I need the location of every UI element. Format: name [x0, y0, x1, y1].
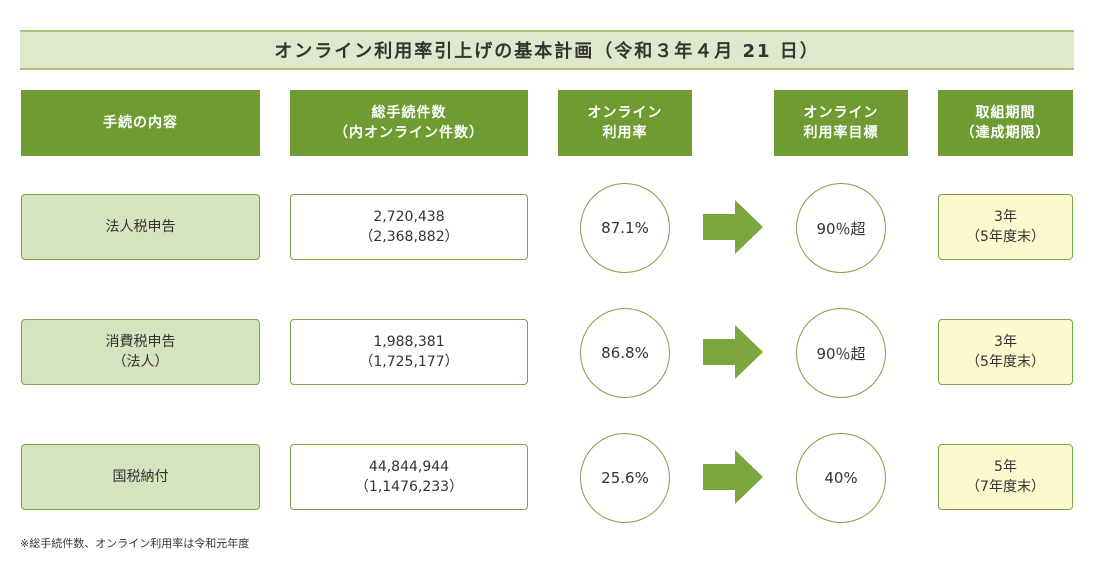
row-3-period-years: 5年 [994, 459, 1017, 475]
header-procedure-line-1: 手続の内容 [103, 115, 178, 131]
row-3-procedure-line-1: 国税納付 [112, 469, 169, 485]
row-3-rate: 25.6% [580, 433, 670, 523]
row-3-arrow-right-icon [703, 450, 763, 504]
row-2-count-online: （1,725,177） [359, 354, 459, 370]
header-procedure: 手続の内容 [21, 90, 260, 156]
row-3-procedure: 国税納付 [21, 444, 260, 510]
header-count-line-1: 総手続件数 [371, 105, 447, 121]
row-2-rate-value: 86.8% [601, 344, 649, 362]
row-2-period-years: 3年 [994, 334, 1017, 350]
header-target-line-1: オンライン [803, 105, 879, 121]
row-1-target-value: 90％超 [816, 219, 866, 238]
row-3-count-online: （1,1476,233） [354, 479, 464, 495]
row-1-period-years: 3年 [994, 209, 1017, 225]
header-target-line-2: 利用率目標 [803, 125, 879, 141]
row-2-target-value: 90％超 [816, 344, 866, 363]
row-3-count-total: 44,844,944 [368, 459, 450, 475]
row-1-count-total: 2,720,438 [373, 209, 445, 225]
row-1-procedure-line-1: 法人税申告 [105, 219, 176, 235]
row-2-count-total: 1,988,381 [373, 334, 445, 350]
row-2-count: 1,988,381 （1,725,177） [290, 319, 528, 385]
row-3-target: 40% [796, 433, 886, 523]
row-1-rate: 87.1% [580, 183, 670, 273]
row-3-target-value: 40% [824, 469, 858, 487]
header-target: オンライン 利用率目標 [774, 90, 908, 156]
row-3-period-deadline: （7年度末） [966, 479, 1045, 495]
row-1-period: 3年 （5年度末） [938, 194, 1073, 260]
row-2-period: 3年 （5年度末） [938, 319, 1073, 385]
page-title: オンライン利用率引上げの基本計画（令和３年４月 21 日） [20, 30, 1074, 70]
row-1-count-online: （2,368,882） [359, 229, 459, 245]
row-1-period-deadline: （5年度末） [966, 229, 1045, 245]
header-period-line-2: （達成期限） [960, 125, 1051, 141]
row-1-target: 90％超 [796, 183, 886, 273]
footnote: ※総手続件数、オンライン利用率は令和元年度 [20, 537, 250, 550]
row-3-rate-value: 25.6% [601, 469, 649, 487]
row-2-period-deadline: （5年度末） [966, 354, 1045, 370]
header-count: 総手続件数 （内オンライン件数） [290, 90, 528, 156]
row-1-count: 2,720,438 （2,368,882） [290, 194, 528, 260]
row-2-arrow-right-icon [703, 325, 763, 379]
header-period-line-1: 取組期間 [975, 105, 1036, 121]
row-2-rate: 86.8% [580, 308, 670, 398]
header-period: 取組期間 （達成期限） [938, 90, 1073, 156]
row-2-procedure-line-1: 消費税申告 [105, 334, 176, 350]
row-3-count: 44,844,944 （1,1476,233） [290, 444, 528, 510]
row-2-target: 90％超 [796, 308, 886, 398]
row-2-procedure: 消費税申告 （法人） [21, 319, 260, 385]
row-1-procedure: 法人税申告 [21, 194, 260, 260]
row-2-procedure-line-2: （法人） [112, 354, 169, 370]
header-rate: オンライン 利用率 [558, 90, 692, 156]
header-rate-line-2: 利用率 [602, 125, 648, 141]
row-3-period: 5年 （7年度末） [938, 444, 1073, 510]
row-1-rate-value: 87.1% [601, 219, 649, 237]
row-1-arrow-right-icon [703, 200, 763, 254]
header-rate-line-1: オンライン [587, 105, 663, 121]
header-count-line-2: （内オンライン件数） [334, 125, 484, 141]
